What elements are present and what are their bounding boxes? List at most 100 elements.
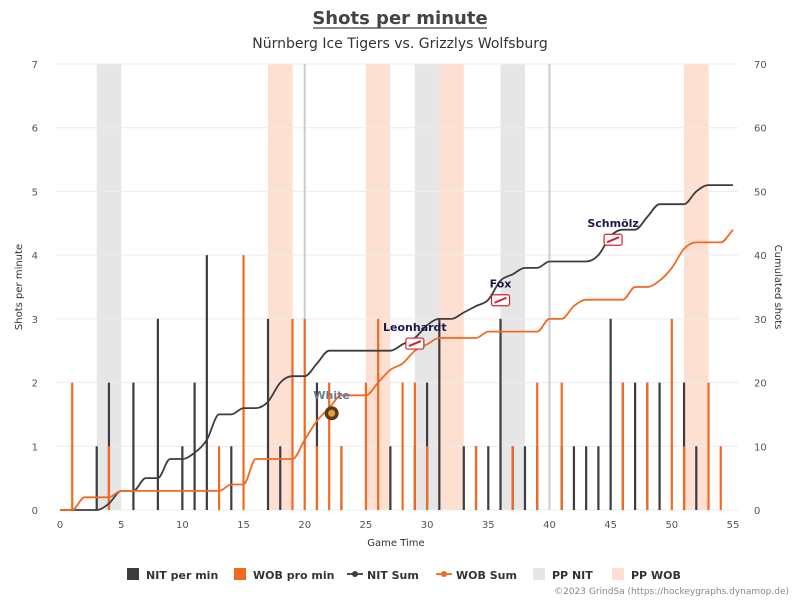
legend-swatch (612, 568, 624, 580)
nit-bar (230, 446, 233, 510)
x-tick-label: 10 (176, 520, 189, 531)
nit-bar (487, 446, 490, 510)
wob-bar (719, 446, 722, 510)
wob-logo-icon-center (328, 409, 336, 417)
wob-bar (707, 382, 710, 510)
chart-subtitle: Nürnberg Ice Tigers vs. Grizzlys Wolfsbu… (252, 36, 547, 52)
legend-label: NIT per min (146, 569, 218, 582)
nit-bar (597, 446, 600, 510)
nit-bar (156, 318, 159, 510)
legend-label: PP NIT (552, 569, 593, 582)
goal-annotation: Schmölz (587, 217, 639, 246)
nit-bar (266, 318, 270, 510)
x-tick-label: 20 (298, 520, 311, 531)
nit-bar (585, 446, 588, 510)
wob-bar (401, 382, 404, 510)
y2-tick-label: 10 (754, 442, 767, 453)
pp-wob-band-0 (268, 64, 293, 510)
y-tick-label: 5 (32, 187, 38, 198)
x-tick-label: 35 (482, 520, 495, 531)
goal-annotation: White (313, 389, 350, 421)
legend-item: WOB Sum (436, 569, 517, 582)
pp-nit-band-2 (500, 64, 525, 510)
nit-bar (193, 382, 196, 510)
wob-bar (340, 446, 343, 510)
wob-bar (303, 318, 306, 510)
nit-bar (132, 382, 135, 510)
wob-bar (377, 318, 380, 510)
nit-logo-stripe (606, 236, 620, 244)
y-tick-label: 0 (32, 506, 38, 517)
legend-item: NIT Sum (347, 569, 419, 582)
nit-bar (438, 318, 441, 510)
y-tick-label: 4 (32, 251, 38, 262)
wob-bar (474, 446, 478, 510)
x-tick-label: 15 (237, 520, 250, 531)
legend-label: WOB pro min (253, 569, 334, 582)
legend-label: WOB Sum (456, 569, 517, 582)
wob-bar (670, 318, 673, 510)
y2-tick-label: 40 (754, 251, 767, 262)
x-tick-label: 30 (421, 520, 434, 531)
pp-wob-band-2 (439, 64, 464, 510)
wob-bar (328, 382, 331, 510)
nit-bar (609, 318, 612, 510)
goal-scorer-label: Leonhardt (383, 321, 447, 334)
y2-tick-label: 50 (754, 187, 767, 198)
y-tick-label: 3 (32, 315, 38, 326)
wob-bar (291, 318, 294, 510)
wob-bar (646, 382, 649, 510)
legend-item: PP NIT (533, 568, 593, 582)
y-tick-label: 6 (32, 124, 38, 135)
nit-sum-line (60, 184, 733, 511)
x-tick-label: 25 (360, 520, 373, 531)
wob-bar (217, 446, 221, 510)
wob-bar (71, 382, 74, 510)
nit-bar (634, 382, 637, 510)
x-tick-label: 45 (604, 520, 617, 531)
wob-bar (425, 446, 429, 510)
nit-bar (205, 255, 208, 510)
legend-label: NIT Sum (367, 569, 419, 582)
wob-bar (413, 382, 416, 510)
y2-tick-label: 30 (754, 315, 767, 326)
y-tick-label: 2 (32, 379, 38, 390)
legend-marker (352, 571, 358, 577)
x-tick-label: 55 (727, 520, 740, 531)
wob-bar (107, 446, 111, 510)
wob-bar (242, 255, 245, 510)
legend-swatch (127, 568, 139, 580)
goal-annotation: Leonhardt (383, 321, 447, 350)
goal-annotations: White Leonhardt Fox Schmölz (313, 217, 639, 421)
y2-tick-label: 0 (754, 506, 760, 517)
nit-bar (658, 382, 661, 510)
y2-axis-title: Cumulated shots (772, 245, 783, 330)
nit-bar (279, 446, 282, 510)
nit-bar (95, 446, 98, 510)
wob-bar (315, 446, 319, 510)
wob-bar (511, 446, 514, 510)
power-play-bands (96, 64, 709, 510)
x-tick-label: 50 (665, 520, 678, 531)
x-axis-title: Game Time (367, 538, 424, 549)
goal-scorer-label: Schmölz (587, 217, 638, 230)
nit-bar (462, 446, 465, 510)
goal-scorer-label: Fox (490, 278, 512, 291)
cumulative-lines (60, 184, 734, 511)
axis-ticks: 0 5 10 15 20 25 30 35 40 45 50 55012345670102030405… (32, 60, 767, 531)
credit-text: ©2023 GrindSa (https://hockeygraphs.dyna… (554, 587, 789, 597)
legend-item: PP WOB (612, 568, 681, 582)
wob-bar (364, 382, 368, 510)
nit-logo-stripe (408, 340, 422, 347)
y-axis-title: Shots per minute (14, 244, 25, 330)
grid-lines (55, 63, 738, 511)
y-tick-label: 7 (32, 60, 38, 71)
pp-wob-band-3 (684, 64, 709, 510)
y-tick-label: 1 (32, 442, 38, 453)
nit-bar (389, 446, 392, 510)
legend-item: WOB pro min (234, 568, 334, 582)
legend: NIT per min WOB pro min NIT Sum WOB Sum PP N… (127, 568, 681, 582)
wob-bar (536, 382, 539, 510)
nit-bar (695, 446, 698, 510)
